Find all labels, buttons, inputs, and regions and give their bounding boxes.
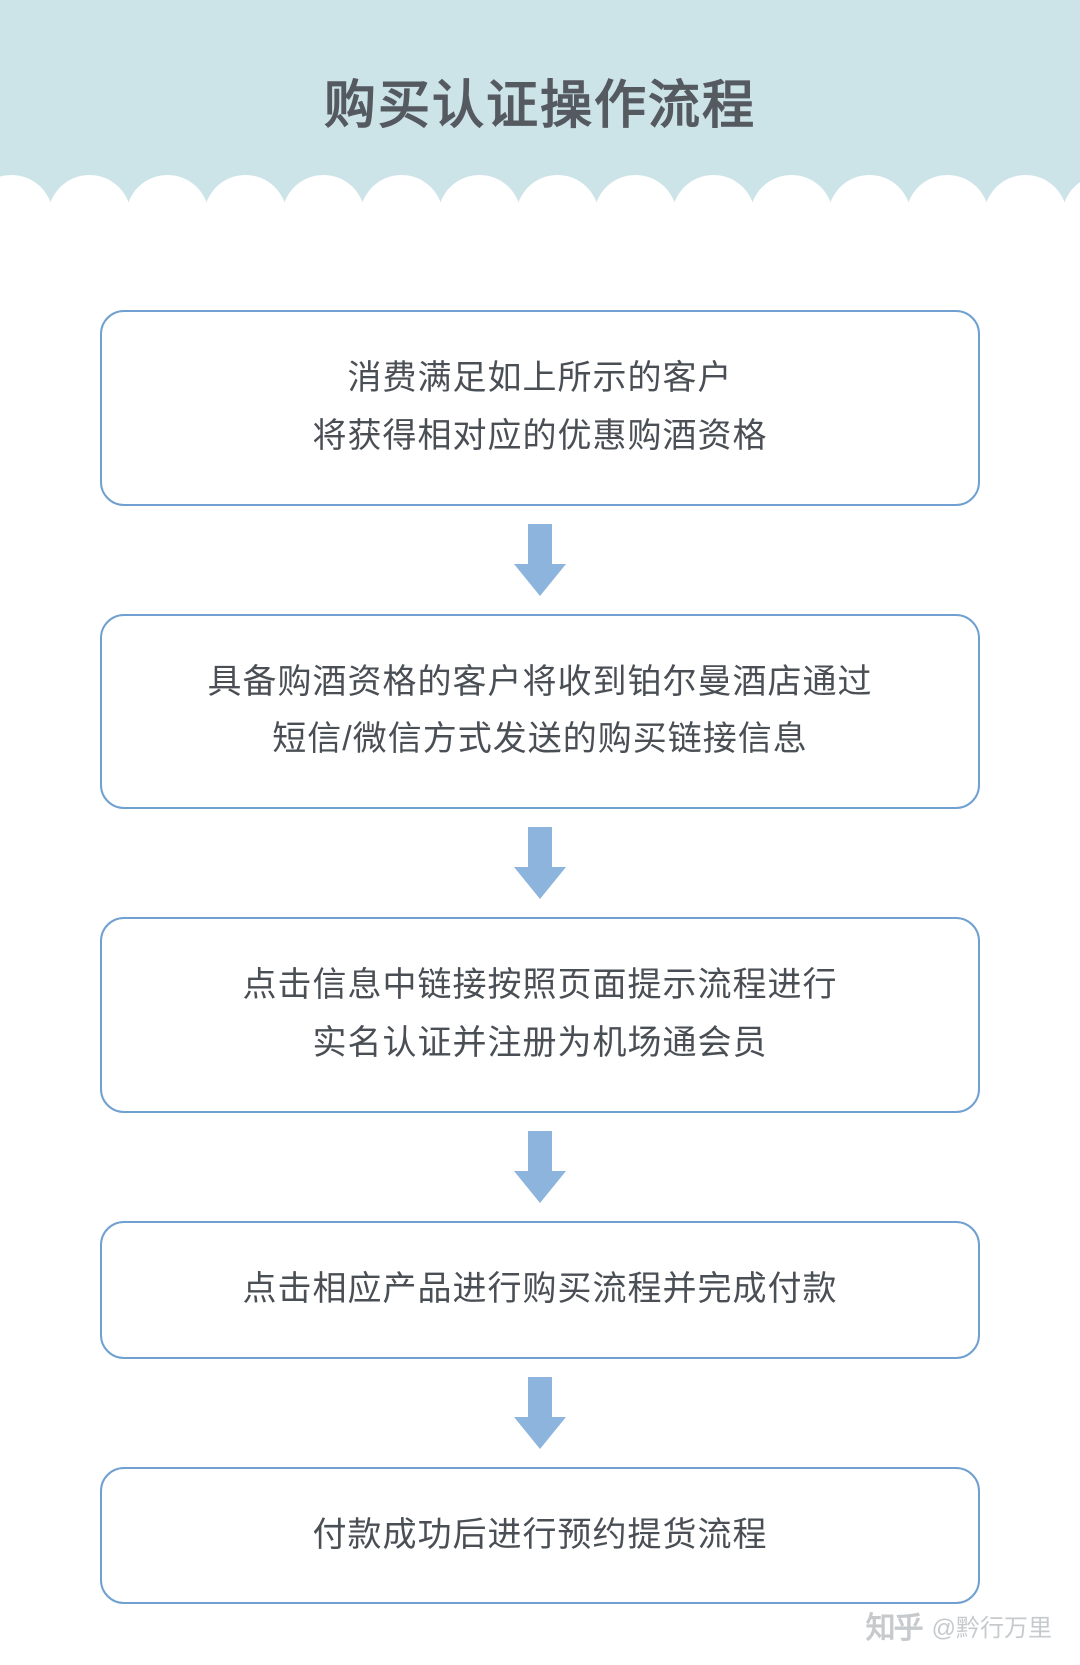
flow-step-text: 短信/微信方式发送的购买链接信息 (272, 711, 807, 769)
flow-arrow (100, 1113, 980, 1221)
flow-step: 点击相应产品进行购买流程并完成付款 (100, 1221, 980, 1359)
watermark: 知乎 @黔行万里 (866, 1603, 1052, 1647)
flow-step: 具备购酒资格的客户将收到铂尔曼酒店通过短信/微信方式发送的购买链接信息 (100, 614, 980, 810)
flow-arrow (100, 1359, 980, 1467)
flow-arrow (100, 506, 980, 614)
header-banner: 购买认证操作流程 (0, 0, 1080, 210)
flow-step-text: 实名认证并注册为机场通会员 (313, 1015, 768, 1073)
flow-step: 消费满足如上所示的客户将获得相对应的优惠购酒资格 (100, 310, 980, 506)
page-title: 购买认证操作流程 (324, 63, 756, 138)
flow-step-text: 点击相应产品进行购买流程并完成付款 (243, 1261, 838, 1319)
flow-step-text: 点击信息中链接按照页面提示流程进行 (243, 957, 838, 1015)
flow-arrow (100, 809, 980, 917)
flow-step: 点击信息中链接按照页面提示流程进行实名认证并注册为机场通会员 (100, 917, 980, 1113)
flowchart: 消费满足如上所示的客户将获得相对应的优惠购酒资格具备购酒资格的客户将收到铂尔曼酒… (0, 210, 1080, 1604)
watermark-logo: 知乎 (866, 1603, 922, 1647)
flow-step: 付款成功后进行预约提货流程 (100, 1467, 980, 1605)
flow-step-text: 将获得相对应的优惠购酒资格 (313, 408, 768, 466)
flow-step-text: 具备购酒资格的客户将收到铂尔曼酒店通过 (208, 654, 873, 712)
scallop-border (0, 169, 1080, 211)
flow-step-text: 消费满足如上所示的客户 (348, 350, 733, 408)
flow-step-text: 付款成功后进行预约提货流程 (313, 1507, 768, 1565)
watermark-user: @黔行万里 (932, 1608, 1052, 1643)
